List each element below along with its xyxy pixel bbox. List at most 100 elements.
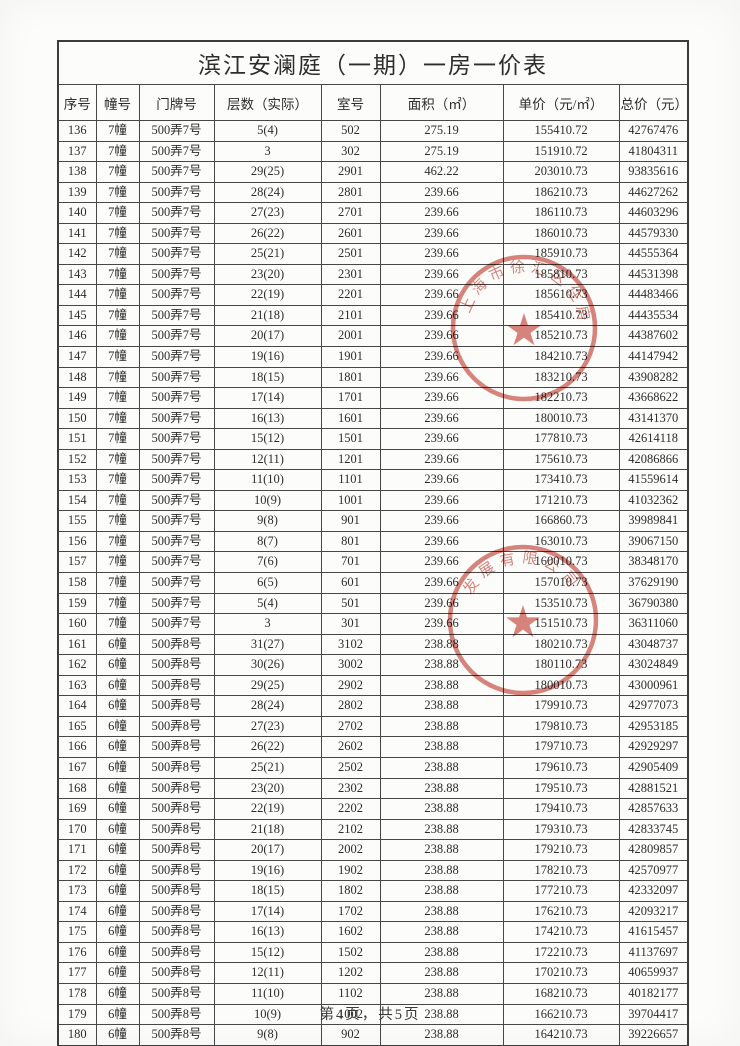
cell-unit-price: 175610.73 <box>502 448 620 471</box>
cell-floor: 7(6) <box>213 551 322 574</box>
cell-total-price: 42905409 <box>618 756 689 779</box>
cell-building: 7幢 <box>95 592 140 615</box>
cell-area: 239.66 <box>379 202 504 224</box>
cell-total-price: 44531398 <box>618 263 689 286</box>
cell-room: 1102 <box>320 982 381 1005</box>
cell-unit-price: 203010.73 <box>502 161 620 183</box>
col-header-total-price: 总价（元） <box>618 84 689 121</box>
cell-seq: 156 <box>57 530 97 553</box>
cell-seq: 158 <box>57 572 97 594</box>
cell-area: 239.66 <box>379 613 504 635</box>
cell-seq: 149 <box>57 387 97 409</box>
cell-seq: 152 <box>57 448 97 471</box>
table-row: 178 6幢 500弄8号 11(10) 1102 238.88 168210.… <box>57 982 689 1005</box>
cell-room: 2702 <box>320 715 381 738</box>
cell-floor: 30(26) <box>213 654 322 676</box>
cell-building: 7幢 <box>95 407 140 430</box>
cell-area: 238.88 <box>379 654 504 676</box>
cell-floor: 15(12) <box>213 941 322 964</box>
cell-seq: 157 <box>57 551 97 574</box>
cell-floor: 20(17) <box>213 325 322 348</box>
cell-room: 1902 <box>320 859 381 882</box>
cell-room: 1601 <box>320 407 381 430</box>
cell-total-price: 38348170 <box>618 551 689 574</box>
cell-seq: 166 <box>57 736 97 758</box>
cell-building: 6幢 <box>95 1024 140 1046</box>
cell-door: 500弄7号 <box>138 304 215 327</box>
table-row: 164 6幢 500弄8号 28(24) 2802 238.88 179910.… <box>57 695 689 717</box>
cell-building: 7幢 <box>95 304 140 327</box>
cell-seq: 174 <box>57 900 97 923</box>
table-header-row: 序号 幢号 门牌号 层数（实际） 室号 面积（㎡） 单价（元/㎡） 总价（元） <box>57 84 689 121</box>
table-row: 155 7幢 500弄7号 9(8) 901 239.66 166860.73 … <box>57 510 689 532</box>
cell-building: 6幢 <box>95 695 140 717</box>
cell-floor: 22(19) <box>213 798 322 820</box>
cell-total-price: 41804311 <box>618 140 689 163</box>
cell-floor: 19(16) <box>213 346 322 368</box>
cell-room: 2202 <box>320 798 381 820</box>
cell-room: 2801 <box>320 181 381 204</box>
cell-door: 500弄7号 <box>138 346 215 368</box>
cell-total-price: 43908282 <box>618 366 689 389</box>
cell-door: 500弄7号 <box>138 243 215 265</box>
cell-door: 500弄7号 <box>138 325 215 348</box>
cell-building: 6幢 <box>95 654 140 676</box>
cell-floor: 21(18) <box>213 818 322 841</box>
cell-building: 6幢 <box>95 839 140 861</box>
cell-area: 238.88 <box>379 674 504 697</box>
cell-room: 2201 <box>320 284 381 306</box>
cell-room: 2601 <box>320 222 381 245</box>
cell-total-price: 36790380 <box>618 592 689 615</box>
table-row: 142 7幢 500弄7号 25(21) 2501 239.66 185910.… <box>57 243 689 265</box>
table-row: 148 7幢 500弄7号 18(15) 1801 239.66 183210.… <box>57 366 689 389</box>
table-row: 172 6幢 500弄8号 19(16) 1902 238.88 178210.… <box>57 859 689 882</box>
cell-area: 239.66 <box>379 181 504 204</box>
cell-room: 2301 <box>320 263 381 286</box>
cell-area: 239.66 <box>379 428 504 450</box>
cell-floor: 17(14) <box>213 900 322 923</box>
cell-floor: 16(13) <box>213 921 322 943</box>
page-number-footer: 第4页，共5页 <box>319 1007 421 1023</box>
table-row: 173 6幢 500弄8号 18(15) 1802 238.88 177210.… <box>57 880 689 902</box>
cell-total-price: 42614118 <box>618 428 689 450</box>
cell-room: 901 <box>320 510 381 532</box>
cell-seq: 160 <box>57 613 97 635</box>
cell-floor: 28(24) <box>213 181 322 204</box>
cell-door: 500弄7号 <box>138 572 215 594</box>
cell-floor: 29(25) <box>213 161 322 183</box>
cell-area: 462.22 <box>379 161 504 183</box>
col-header-unit-price: 单价（元/㎡） <box>502 84 620 121</box>
table-row: 163 6幢 500弄8号 29(25) 2902 238.88 180010.… <box>57 674 689 697</box>
table-row: 176 6幢 500弄8号 15(12) 1502 238.88 172210.… <box>57 941 689 964</box>
cell-unit-price: 155410.72 <box>502 120 620 142</box>
table-row: 153 7幢 500弄7号 11(10) 1101 239.66 173410.… <box>57 469 689 491</box>
table-row: 167 6幢 500弄8号 25(21) 2502 238.88 179610.… <box>57 756 689 779</box>
cell-seq: 171 <box>57 839 97 861</box>
cell-total-price: 36311060 <box>618 613 689 635</box>
cell-seq: 168 <box>57 777 97 800</box>
table-row: 139 7幢 500弄7号 28(24) 2801 239.66 186210.… <box>57 181 689 204</box>
cell-area: 239.66 <box>379 572 504 594</box>
cell-total-price: 39226657 <box>618 1024 689 1046</box>
table-row: 137 7幢 500弄7号 3 302 275.19 151910.72 418… <box>57 140 689 163</box>
cell-total-price: 42093217 <box>618 900 689 923</box>
cell-seq: 167 <box>57 756 97 779</box>
table-row: 152 7幢 500弄7号 12(11) 1201 239.66 175610.… <box>57 448 689 471</box>
cell-total-price: 39989841 <box>618 510 689 532</box>
cell-unit-price: 179710.73 <box>502 736 620 758</box>
cell-floor: 23(20) <box>213 263 322 286</box>
cell-door: 500弄7号 <box>138 613 215 635</box>
col-header-area: 面积（㎡） <box>379 84 504 121</box>
cell-building: 7幢 <box>95 448 140 471</box>
cell-total-price: 42570977 <box>618 859 689 882</box>
cell-unit-price: 186210.73 <box>502 181 620 204</box>
cell-unit-price: 180010.73 <box>502 407 620 430</box>
cell-room: 2102 <box>320 818 381 841</box>
cell-unit-price: 170210.73 <box>502 962 620 984</box>
cell-door: 500弄8号 <box>138 756 215 779</box>
cell-unit-price: 179610.73 <box>502 756 620 779</box>
cell-total-price: 41615457 <box>618 921 689 943</box>
cell-building: 6幢 <box>95 756 140 779</box>
cell-unit-price: 176210.73 <box>502 900 620 923</box>
